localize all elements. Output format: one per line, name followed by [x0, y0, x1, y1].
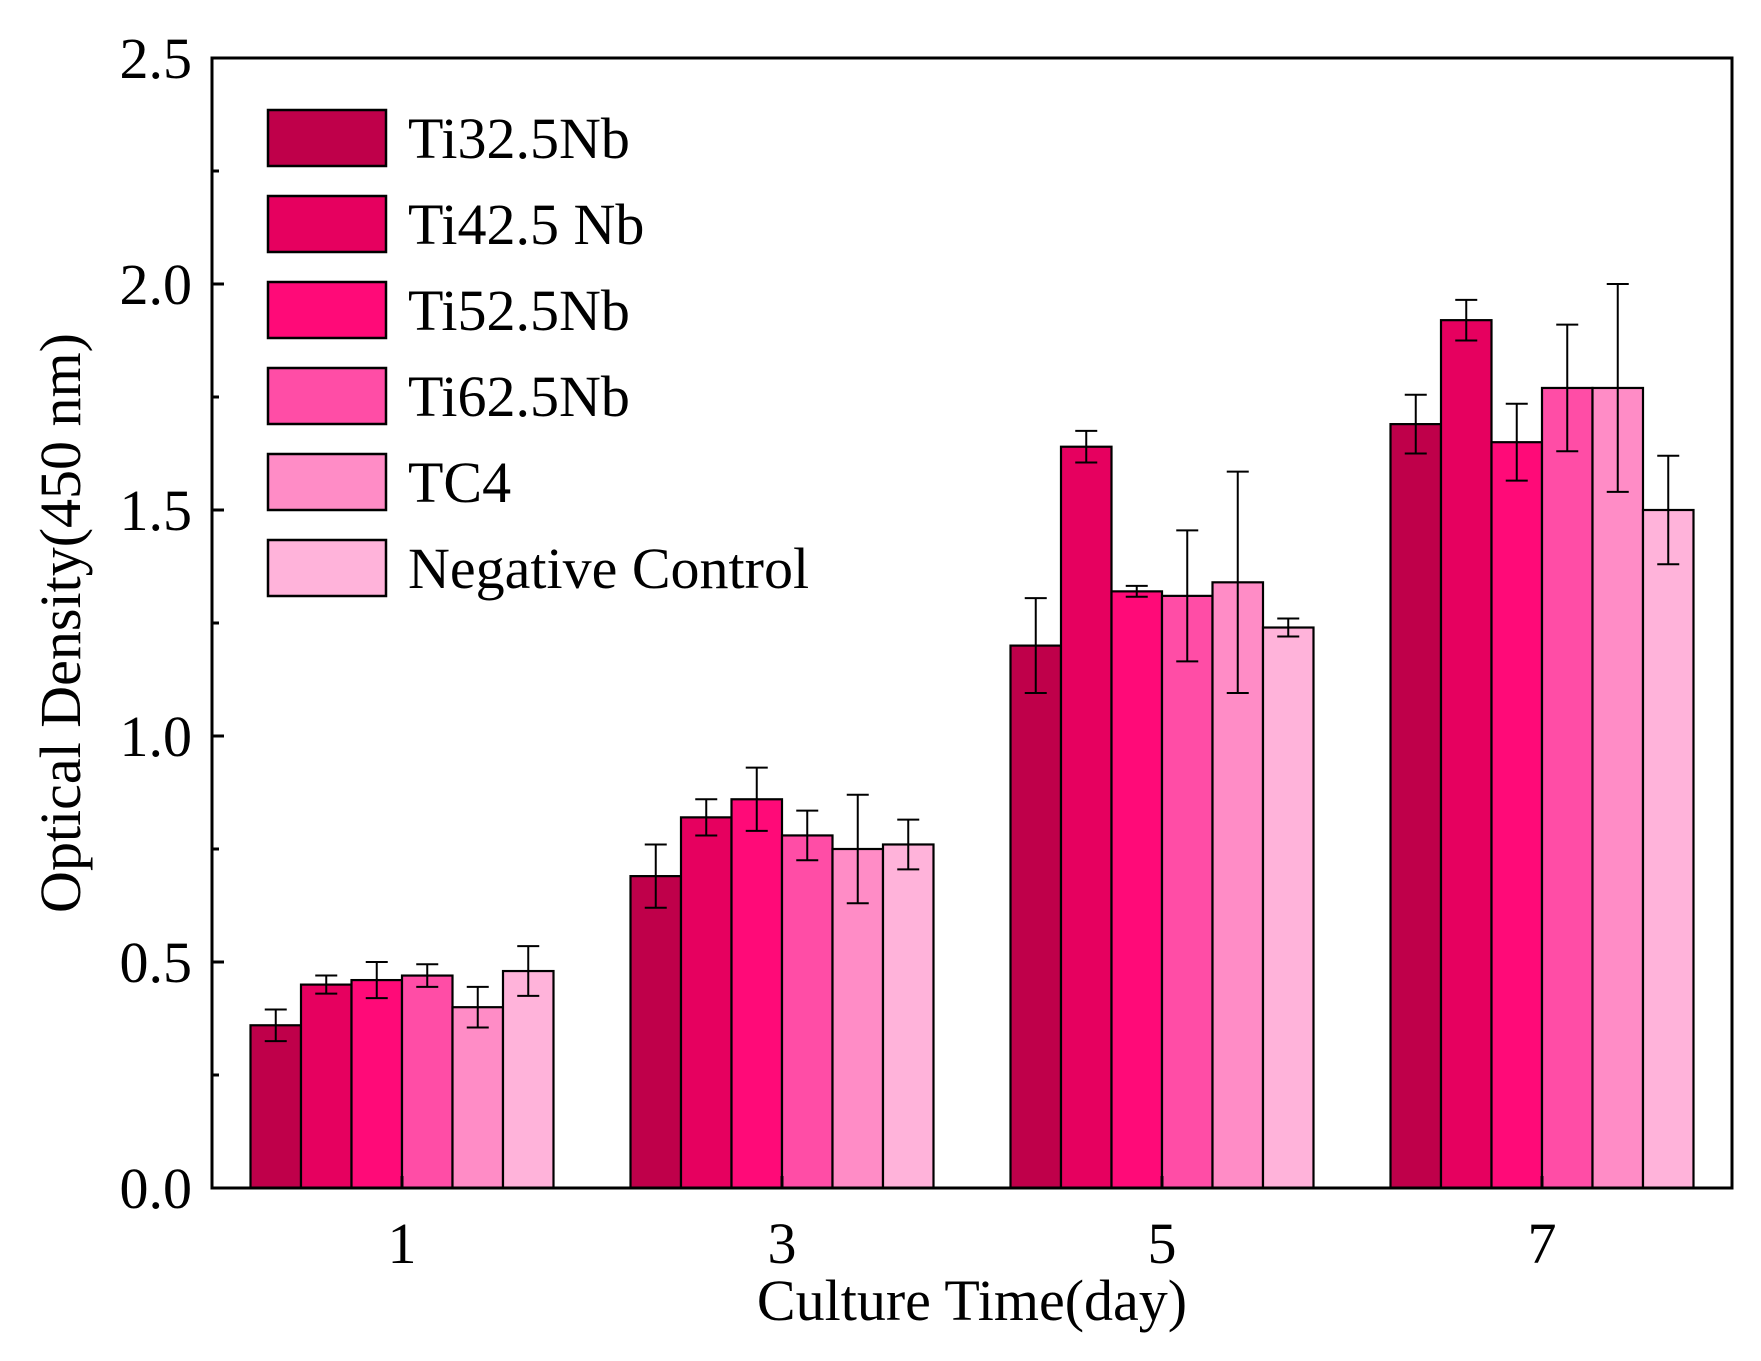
error-bars-layer [264, 283, 1680, 1043]
error-bar [644, 843, 667, 909]
y-tick-label: 0.0 [120, 1156, 193, 1221]
error-bar [846, 793, 869, 905]
bar [1540, 386, 1594, 1190]
bar [1641, 508, 1695, 1190]
x-tick-label: 7 [1528, 1211, 1557, 1276]
bar [1160, 594, 1214, 1190]
legend-label: Ti32.5Nb [408, 106, 630, 171]
bar [451, 1006, 505, 1190]
error-bar [1125, 584, 1148, 598]
error-bar [416, 963, 439, 988]
error-bar [1226, 470, 1249, 695]
bar [730, 798, 784, 1190]
error-bar [517, 945, 540, 997]
legend-swatch [266, 452, 388, 512]
error-bar [315, 974, 338, 995]
bar [629, 875, 683, 1190]
x-axis-label: Culture Time(day) [757, 1268, 1187, 1333]
x-tick-label: 5 [1148, 1211, 1177, 1276]
legend-swatch [266, 108, 388, 168]
error-bar [1455, 298, 1478, 342]
bar [679, 816, 733, 1190]
bar [501, 969, 555, 1190]
y-axis: 0.0 0.5 1.0 1.5 2.0 2.5 [120, 26, 224, 1221]
y-tick-label: 2.5 [120, 26, 193, 91]
error-bar [695, 798, 718, 837]
bar [1490, 441, 1544, 1190]
legend-label: Ti52.5Nb [408, 278, 630, 343]
bar [881, 843, 935, 1190]
error-bar [1606, 283, 1629, 493]
error-bar [1277, 617, 1300, 638]
x-axis: 1 3 5 7 [388, 1176, 1557, 1276]
error-bar [365, 961, 388, 1000]
error-bar [1505, 402, 1528, 482]
bar [249, 1024, 303, 1190]
legend-swatch [266, 194, 388, 254]
bar [350, 978, 404, 1190]
y-tick-label: 0.5 [120, 930, 193, 995]
legend-swatch [266, 538, 388, 598]
legend-label: Ti42.5 Nb [408, 192, 644, 257]
y-axis-label: Optical Density(450 nm) [28, 333, 93, 913]
x-tick-label: 1 [388, 1211, 417, 1276]
error-bar [745, 766, 768, 832]
y-tick-label: 1.5 [120, 478, 193, 543]
y-tick-label: 2.0 [120, 252, 193, 317]
error-bar [1404, 393, 1427, 455]
y-tick-label: 1.0 [120, 704, 193, 769]
legend-swatch [266, 280, 388, 340]
error-bar [264, 1008, 287, 1043]
bar [1389, 423, 1443, 1190]
bar [400, 974, 454, 1190]
legend: Ti32.5Nb Ti42.5 Nb Ti52.5Nb Ti62.5Nb TC4 Nega… [266, 106, 809, 601]
error-bar [796, 809, 819, 862]
bar [1439, 319, 1493, 1190]
bar [1591, 386, 1645, 1190]
bar [1261, 626, 1315, 1190]
bar [1009, 644, 1063, 1190]
bar [1110, 590, 1164, 1190]
error-bar [1657, 454, 1680, 566]
bars-layer [249, 319, 1695, 1190]
legend-swatch [266, 366, 388, 426]
bar [1059, 445, 1113, 1190]
bar [780, 834, 834, 1190]
bar [299, 983, 353, 1190]
error-bar [1176, 529, 1199, 663]
legend-label: Negative Control [408, 536, 809, 601]
error-bar [1556, 323, 1579, 453]
legend-label: Ti62.5Nb [408, 364, 630, 429]
error-bar [1024, 597, 1047, 695]
x-tick-label: 3 [768, 1211, 797, 1276]
legend-label: TC4 [408, 450, 511, 515]
error-bar [897, 818, 920, 871]
error-bar [466, 985, 489, 1029]
error-bar [1075, 429, 1098, 464]
bar [1211, 581, 1265, 1190]
